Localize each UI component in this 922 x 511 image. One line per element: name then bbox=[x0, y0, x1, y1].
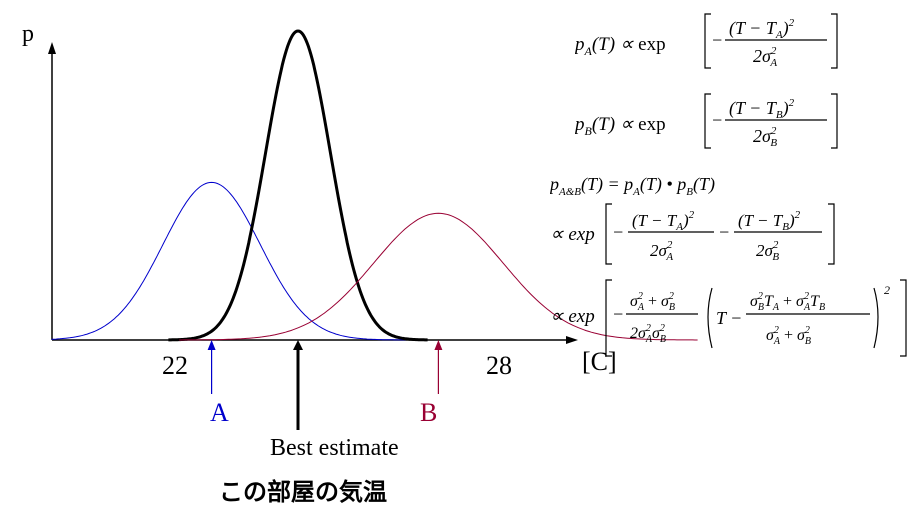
equation-pab-sum: ∝ exp − (T − TA)2 2σ2 A − (T − TB)2 2σ2 B bbox=[550, 200, 850, 275]
marker-arrowhead bbox=[293, 340, 303, 350]
x-axis bbox=[52, 336, 578, 344]
equation-pb: pB(T) ∝ exp − (T − TB)2 2σ2 B bbox=[573, 90, 845, 157]
curve-b bbox=[179, 212, 698, 341]
marker-label-best-estimate: Best estimate bbox=[270, 435, 399, 461]
svg-text:−: − bbox=[711, 30, 723, 50]
svg-text:T −: T − bbox=[716, 308, 742, 328]
svg-text:−: − bbox=[711, 110, 723, 130]
svg-text:−: − bbox=[612, 304, 624, 324]
curve-a bbox=[51, 181, 406, 341]
y-axis-arrowhead bbox=[48, 42, 56, 54]
svg-text:∝ exp: ∝ exp bbox=[550, 224, 595, 245]
equation-pa: pA(T) ∝ exp − (T − TA)2 2σ2 A bbox=[573, 10, 845, 77]
y-axis-label: p bbox=[22, 21, 34, 47]
svg-text:(T − TB)2: (T − TB)2 bbox=[738, 209, 801, 233]
svg-text:σ2A + σ2B: σ2 A + σ2 B bbox=[766, 325, 811, 347]
svg-text:(T − TA)2: (T − TA)2 bbox=[632, 209, 695, 233]
y-axis bbox=[48, 42, 56, 340]
x-tick-22: 22 bbox=[162, 351, 188, 380]
svg-text:(T − TA)2: (T − TA)2 bbox=[729, 17, 795, 41]
marker-b bbox=[434, 340, 443, 394]
density-curves bbox=[51, 29, 698, 342]
equation-pab-def: pA&B(T) = pA(T) • pB(T) bbox=[548, 172, 800, 203]
svg-text:(T − TB)2: (T − TB)2 bbox=[729, 97, 795, 121]
svg-text:∝ exp: ∝ exp bbox=[550, 306, 595, 327]
marker-label-a: A bbox=[210, 398, 229, 427]
curve-best-estimate bbox=[168, 29, 428, 342]
mean-markers bbox=[207, 340, 443, 430]
svg-text:pB(T) ∝ exp: pB(T) ∝ exp bbox=[575, 114, 666, 138]
svg-text:pA(T) ∝ exp: pA(T) ∝ exp bbox=[575, 34, 666, 58]
svg-text:−: − bbox=[718, 222, 730, 242]
svg-text:σ2A + σ2B: σ2 A + σ2 B bbox=[630, 291, 675, 313]
svg-text:−: − bbox=[612, 222, 624, 242]
x-axis-arrowhead bbox=[566, 336, 578, 344]
marker-a bbox=[207, 340, 216, 394]
marker-arrowhead bbox=[207, 340, 216, 350]
equation-pab-final: ∝ exp − σ2 A + σ2 B 2σ2 Aσ2 B T − σ2 BTA + σ2… bbox=[550, 276, 916, 365]
caption: この部屋の気温 bbox=[219, 478, 387, 506]
marker-arrowhead bbox=[434, 340, 443, 350]
svg-text:pA&B(T) = pA(T) • pB(T): pA&B(T) = pA(T) • pB(T) bbox=[550, 174, 715, 198]
marker-label-b: B bbox=[420, 398, 438, 427]
marker-best-estimate bbox=[293, 340, 303, 430]
x-tick-28: 28 bbox=[486, 351, 512, 380]
x-axis-unit: [C] bbox=[582, 347, 617, 376]
svg-text:2: 2 bbox=[884, 283, 890, 297]
